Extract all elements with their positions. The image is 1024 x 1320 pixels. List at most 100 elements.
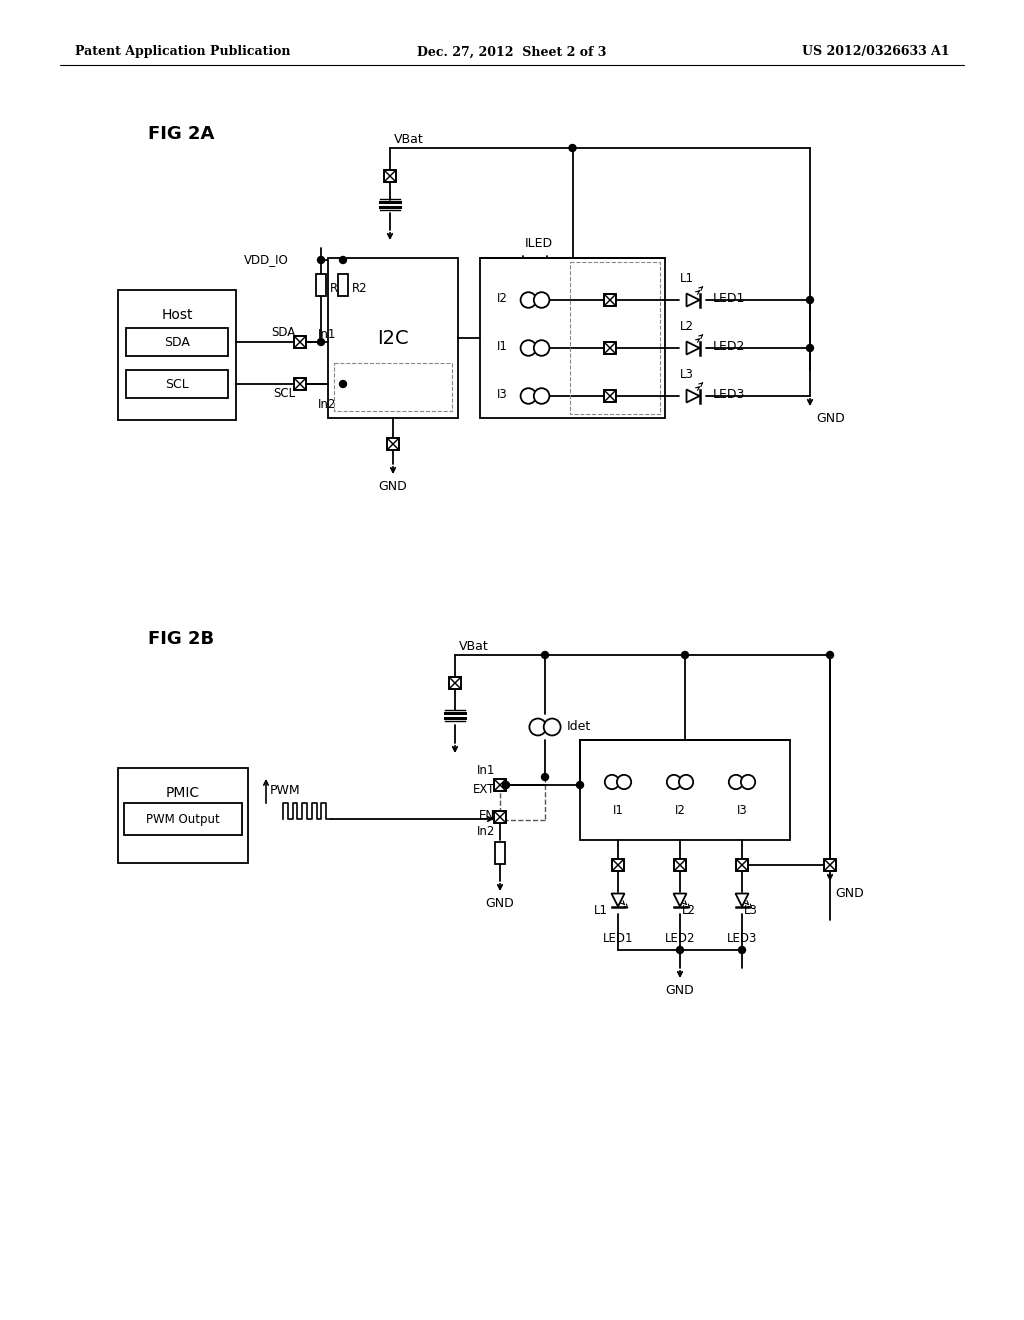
Polygon shape (611, 894, 625, 907)
Bar (604, 294, 616, 306)
Text: SDA: SDA (164, 335, 189, 348)
Circle shape (807, 345, 813, 351)
Text: I1: I1 (497, 339, 508, 352)
Text: LED3: LED3 (713, 388, 745, 401)
Circle shape (520, 341, 537, 356)
Circle shape (679, 775, 693, 789)
Polygon shape (686, 293, 699, 306)
Text: In1: In1 (318, 327, 336, 341)
Text: PWM Output: PWM Output (146, 813, 220, 825)
Circle shape (520, 388, 537, 404)
Bar (384, 170, 396, 182)
Text: FIG 2B: FIG 2B (148, 630, 214, 648)
Circle shape (542, 652, 549, 659)
Circle shape (826, 652, 834, 659)
Bar (480, 257, 665, 418)
Text: LED1: LED1 (713, 292, 745, 305)
Text: GND: GND (485, 898, 514, 909)
Bar (736, 859, 748, 871)
Circle shape (741, 775, 755, 789)
Text: LED3: LED3 (727, 932, 757, 945)
Text: In1: In1 (476, 764, 495, 777)
Text: VDD_IO: VDD_IO (244, 253, 289, 267)
Text: L1: L1 (594, 904, 608, 917)
Text: EN: EN (479, 809, 495, 822)
Polygon shape (674, 894, 686, 907)
Text: L2: L2 (680, 319, 694, 333)
Circle shape (317, 338, 325, 346)
Bar (316, 275, 326, 296)
Text: SDA: SDA (270, 326, 295, 339)
Text: ILED: ILED (525, 238, 553, 249)
Bar (124, 803, 242, 836)
Bar (580, 741, 790, 840)
Bar (328, 257, 458, 418)
Text: PMIC: PMIC (166, 785, 200, 800)
Text: Idet: Idet (567, 721, 591, 734)
Text: FIG 2A: FIG 2A (148, 125, 214, 143)
Circle shape (677, 946, 683, 953)
Text: L3: L3 (680, 368, 694, 381)
Text: EXT: EXT (473, 783, 495, 796)
Text: L1: L1 (680, 272, 694, 285)
Text: I1: I1 (612, 804, 624, 817)
Circle shape (667, 775, 681, 789)
Circle shape (682, 652, 688, 659)
Circle shape (729, 775, 743, 789)
Bar (126, 370, 228, 399)
Circle shape (340, 256, 346, 264)
Text: GND: GND (666, 983, 694, 997)
Text: LED1: LED1 (603, 932, 633, 945)
Circle shape (738, 946, 745, 953)
Text: I3: I3 (736, 804, 748, 817)
Circle shape (503, 781, 510, 788)
Text: Host: Host (161, 308, 193, 322)
Bar (604, 342, 616, 354)
Bar (495, 842, 505, 865)
Text: PWM: PWM (270, 784, 301, 797)
Bar (387, 438, 399, 450)
Circle shape (534, 341, 550, 356)
Bar (674, 859, 686, 871)
Bar (294, 378, 306, 389)
Circle shape (534, 388, 550, 404)
Bar (334, 363, 452, 411)
Text: VBat: VBat (459, 640, 488, 653)
Text: In2: In2 (318, 399, 336, 411)
Bar (126, 327, 228, 356)
Text: I3: I3 (497, 388, 507, 400)
Circle shape (577, 781, 584, 788)
Bar (118, 290, 236, 420)
Bar (294, 337, 306, 348)
Text: R2: R2 (352, 282, 368, 294)
Polygon shape (686, 389, 699, 403)
Circle shape (542, 774, 549, 780)
Circle shape (807, 297, 813, 304)
Circle shape (340, 380, 346, 388)
Bar (494, 810, 506, 822)
Bar (494, 779, 506, 791)
Bar (824, 859, 836, 871)
Circle shape (544, 718, 560, 735)
Text: GND: GND (379, 480, 408, 492)
Text: In2: In2 (476, 825, 495, 838)
Circle shape (529, 718, 546, 735)
Bar (570, 261, 660, 414)
Bar (612, 859, 624, 871)
Text: SCL: SCL (272, 387, 295, 400)
Text: I2: I2 (497, 292, 508, 305)
Polygon shape (686, 342, 699, 355)
Polygon shape (735, 894, 749, 907)
Text: Dec. 27, 2012  Sheet 2 of 3: Dec. 27, 2012 Sheet 2 of 3 (418, 45, 606, 58)
Circle shape (616, 775, 631, 789)
Circle shape (520, 292, 537, 308)
Text: LED2: LED2 (713, 341, 745, 352)
Circle shape (605, 775, 620, 789)
Bar (118, 768, 248, 863)
Text: I2C: I2C (377, 329, 409, 347)
Text: L3: L3 (744, 904, 758, 917)
Text: SCL: SCL (165, 378, 188, 391)
Text: L2: L2 (682, 904, 696, 917)
Circle shape (317, 256, 325, 264)
Text: R1: R1 (330, 282, 346, 294)
